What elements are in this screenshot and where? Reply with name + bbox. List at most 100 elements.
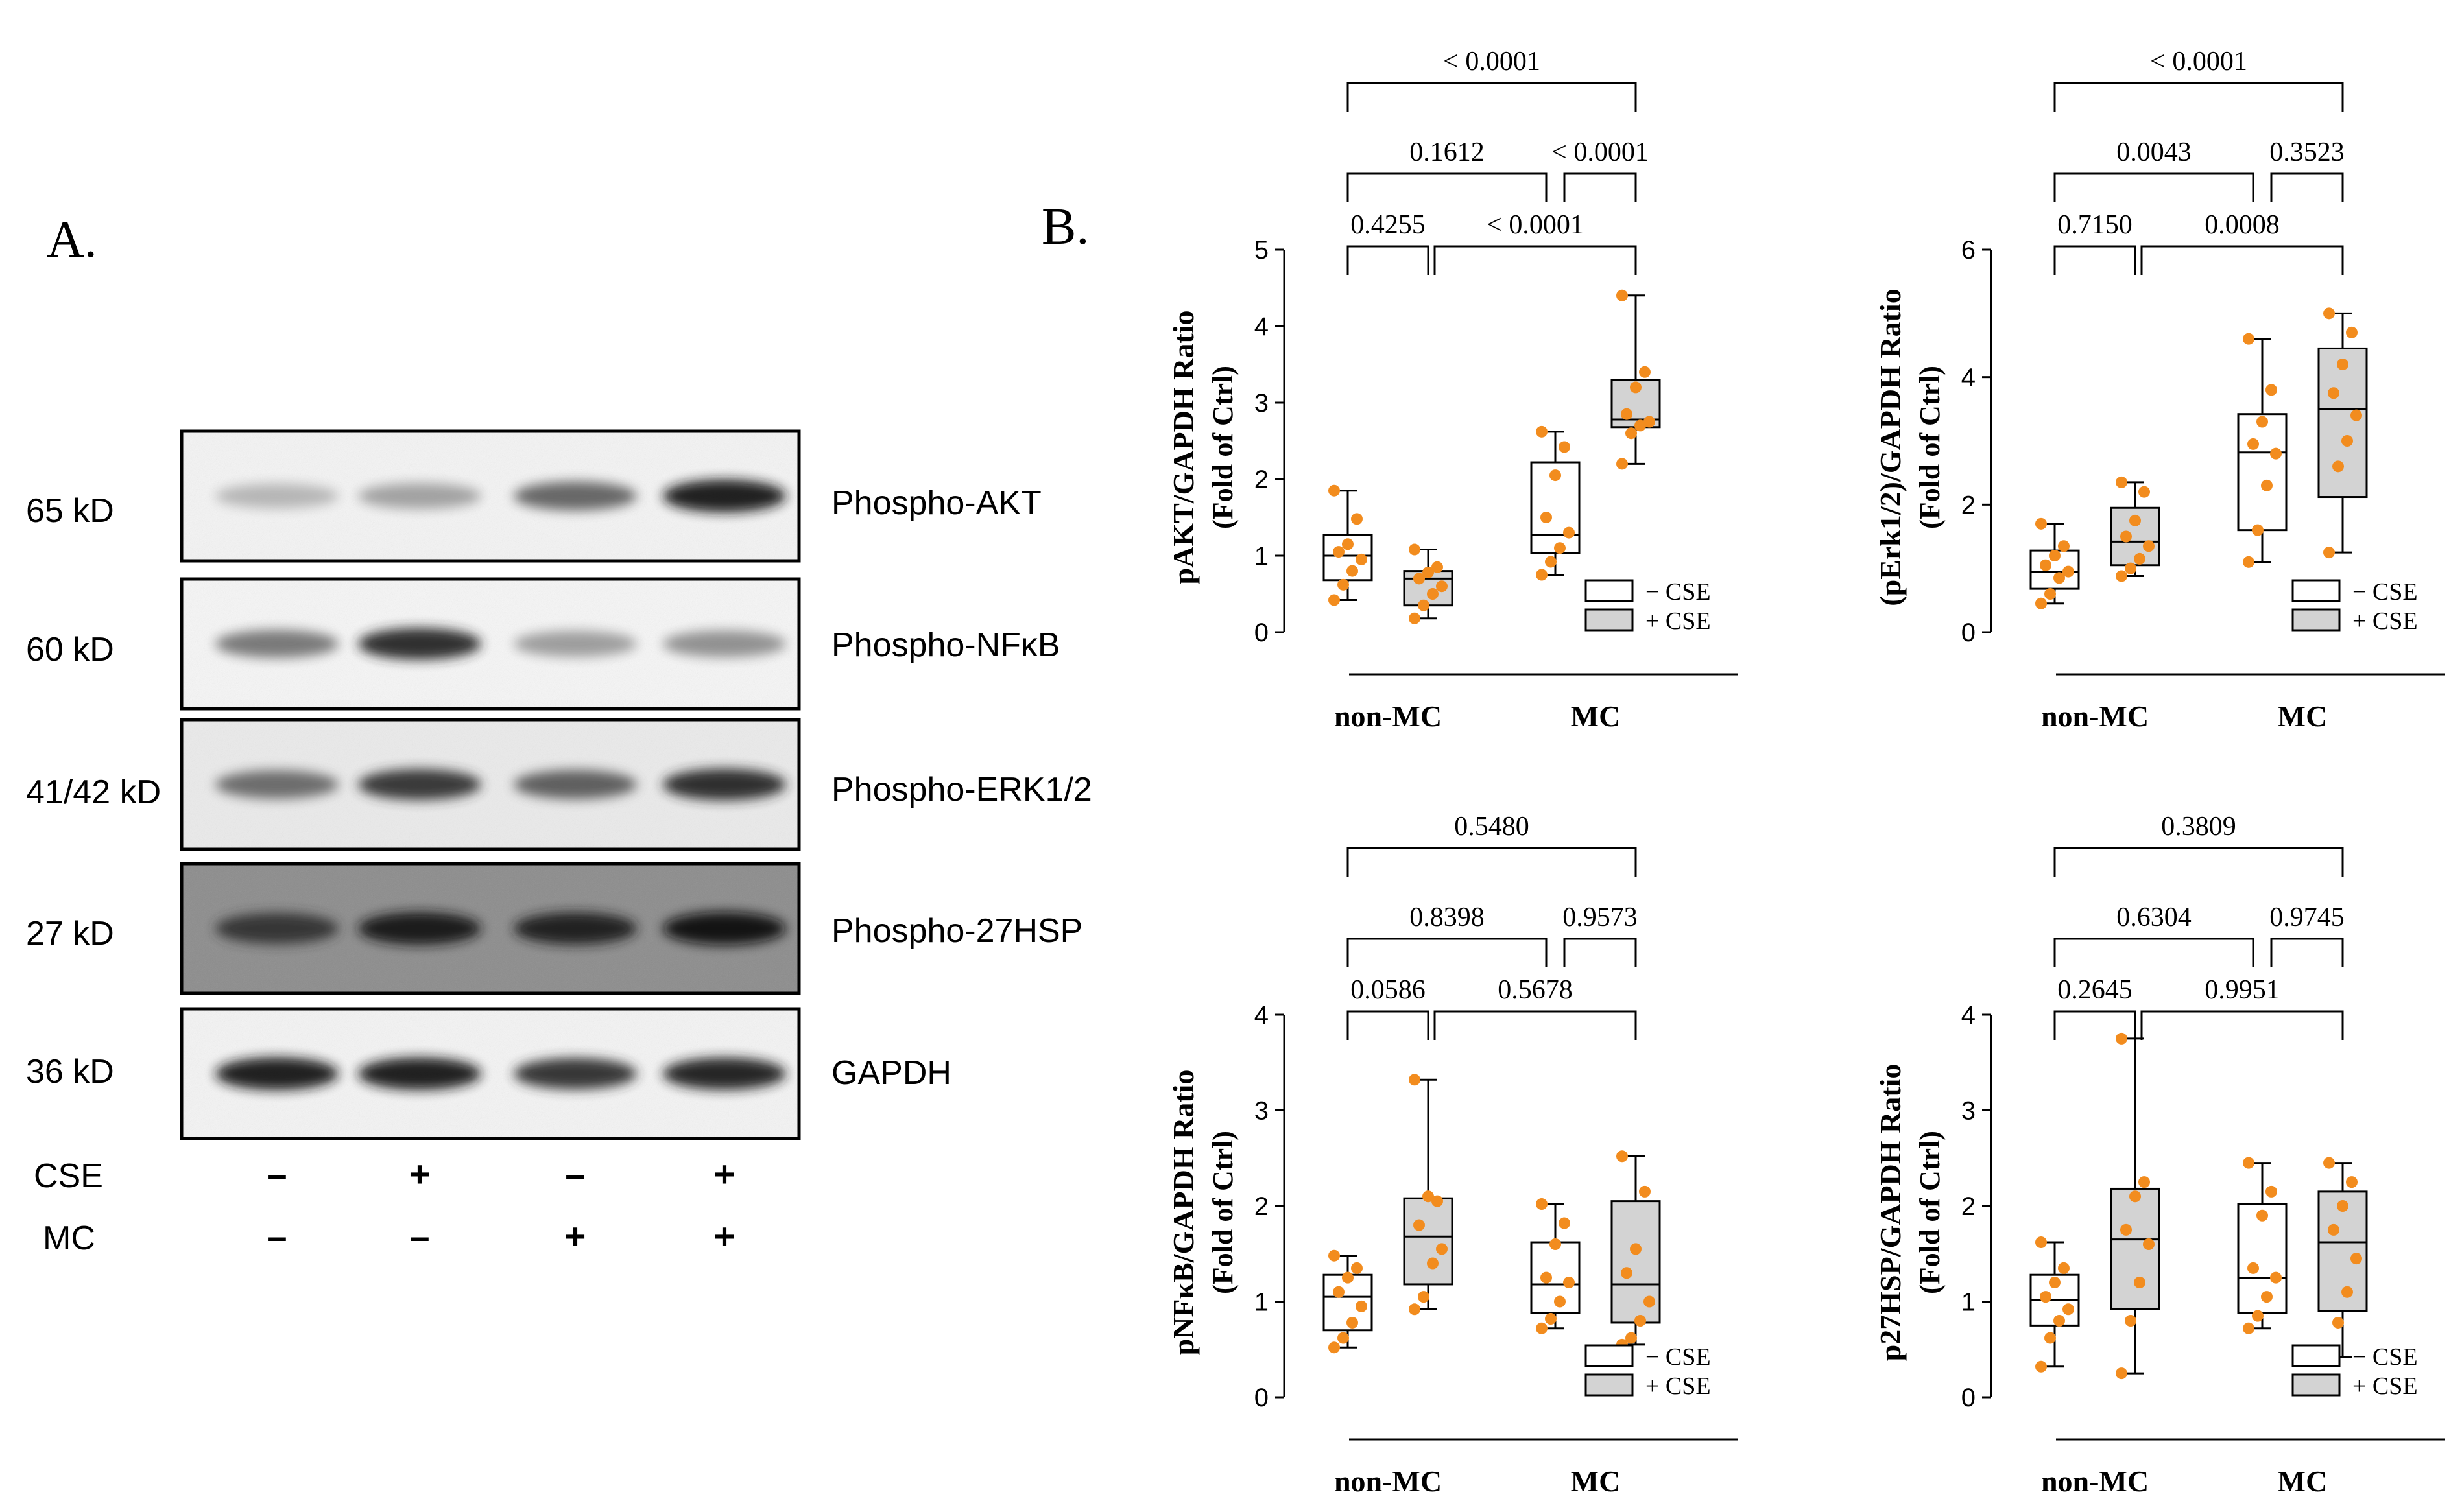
y-axis-sublabel: (Fold of Ctrl) (1207, 1131, 1239, 1294)
data-point (1536, 1198, 1548, 1211)
p-value-label: 0.7150 (2057, 210, 2133, 240)
data-point (1621, 408, 1632, 420)
data-point (1431, 1195, 1443, 1207)
significance-bracket: 0.2645 (2053, 975, 2136, 1040)
data-point (1342, 1271, 1354, 1284)
p-value-label: 0.6304 (2116, 903, 2192, 932)
kd-label-erk: 41/42 kD (26, 774, 161, 811)
p-value-label: 0.1612 (1409, 137, 1485, 167)
y-tick-label: 3 (1254, 389, 1269, 418)
blot-frame (180, 862, 801, 995)
kd-label-nfkb: 60 kD (26, 631, 114, 668)
data-point (2252, 1310, 2264, 1322)
significance-bracket: 0.0586 (1346, 975, 1429, 1040)
y-axis-label: pNFκB/GAPDH Ratio (1167, 1070, 1200, 1356)
data-point (2256, 416, 2268, 428)
legend-label-minus-cse: − CSE (1645, 1343, 1711, 1371)
significance-bracket: 0.4255 (1346, 210, 1429, 275)
legend-swatch-minus-cse (1584, 1344, 1634, 1367)
y-tick-label: 0 (1254, 1384, 1269, 1412)
data-point (1625, 1332, 1637, 1344)
data-point (2049, 550, 2061, 561)
y-axis-label: pAKT/GAPDH Ratio (1167, 311, 1200, 585)
data-point (1328, 484, 1340, 497)
blot-band (663, 630, 786, 657)
data-point (1545, 1313, 1557, 1325)
blot-frame (180, 429, 801, 563)
significance-bracket: < 0.0001 (2053, 47, 2344, 112)
data-point (2058, 1262, 2070, 1274)
data-point (2053, 1315, 2065, 1327)
blot-row (180, 862, 801, 995)
blot-frame (180, 718, 801, 851)
bracket-line (2140, 245, 2344, 275)
bracket-line (1346, 245, 1429, 275)
data-point (2350, 1253, 2362, 1265)
data-point (2134, 1277, 2145, 1288)
p-value-label: 0.3809 (2161, 812, 2236, 842)
y-tick-label: 1 (1254, 1288, 1269, 1317)
data-point (2270, 447, 2282, 460)
bracket-line (2270, 938, 2344, 967)
data-point (1536, 569, 1548, 581)
data-point (1549, 469, 1561, 482)
bracket-line (2053, 82, 2344, 112)
data-point (1545, 556, 1557, 568)
bracket-line (1346, 82, 1637, 112)
data-point (1549, 1238, 1561, 1250)
cse-sign-lane1: – (267, 1153, 287, 1194)
data-point (1554, 1295, 1566, 1308)
cse-sign-lane4: + (713, 1153, 735, 1194)
panel-label-b: B. (1042, 198, 1090, 255)
box-1 (2029, 517, 2080, 609)
data-point (1409, 1303, 1420, 1316)
y-tick-label: 4 (1961, 364, 1976, 392)
data-point (2120, 1223, 2132, 1236)
data-point (2116, 476, 2127, 488)
data-point (2332, 1316, 2344, 1329)
p-value-label: 0.9745 (2269, 903, 2345, 932)
data-point (2138, 486, 2150, 498)
box-3 (2237, 1157, 2288, 1334)
box-3 (2237, 333, 2288, 568)
box-body (1530, 461, 1581, 554)
data-point (2323, 1157, 2335, 1169)
data-point (1634, 419, 1646, 432)
data-point (1643, 416, 1655, 428)
x-category-label: non-MC (2041, 1465, 2149, 1498)
data-point (1413, 1219, 1425, 1231)
blot-row (180, 577, 801, 711)
significance-bracket: 0.9951 (2140, 975, 2344, 1040)
blot-row (180, 1007, 801, 1140)
data-point (2049, 1277, 2061, 1288)
data-point (1639, 1185, 1651, 1198)
data-point (2125, 562, 2136, 574)
data-point (1328, 1341, 1340, 1354)
mc-sign-lane4: + (713, 1216, 735, 1257)
bracket-line (2053, 938, 2254, 967)
data-point (1356, 1300, 1367, 1312)
kd-label-akt: 65 kD (26, 492, 114, 530)
data-point (1431, 561, 1443, 573)
data-point (2040, 559, 2051, 571)
protein-label-akt: Phospho-AKT (831, 484, 1042, 522)
data-point (2035, 517, 2047, 530)
bracket-line (2053, 245, 2136, 275)
legend-label-plus-cse: + CSE (2352, 1373, 2418, 1400)
significance-bracket: < 0.0001 (1346, 47, 1637, 112)
bracket-line (2270, 172, 2344, 202)
box-1 (1322, 1249, 1373, 1354)
data-point (2125, 1315, 2136, 1327)
data-point (2261, 479, 2273, 491)
data-point (1333, 1286, 1345, 1298)
box-2 (1403, 1074, 1453, 1316)
data-point (1559, 1217, 1570, 1229)
data-point (1418, 599, 1429, 611)
significance-bracket: < 0.0001 (1551, 137, 1649, 202)
data-point (1616, 1150, 1628, 1163)
data-point (2256, 1209, 2268, 1222)
data-point (2328, 387, 2339, 399)
y-tick-label: 2 (1961, 491, 1976, 519)
blot-band (514, 481, 637, 511)
